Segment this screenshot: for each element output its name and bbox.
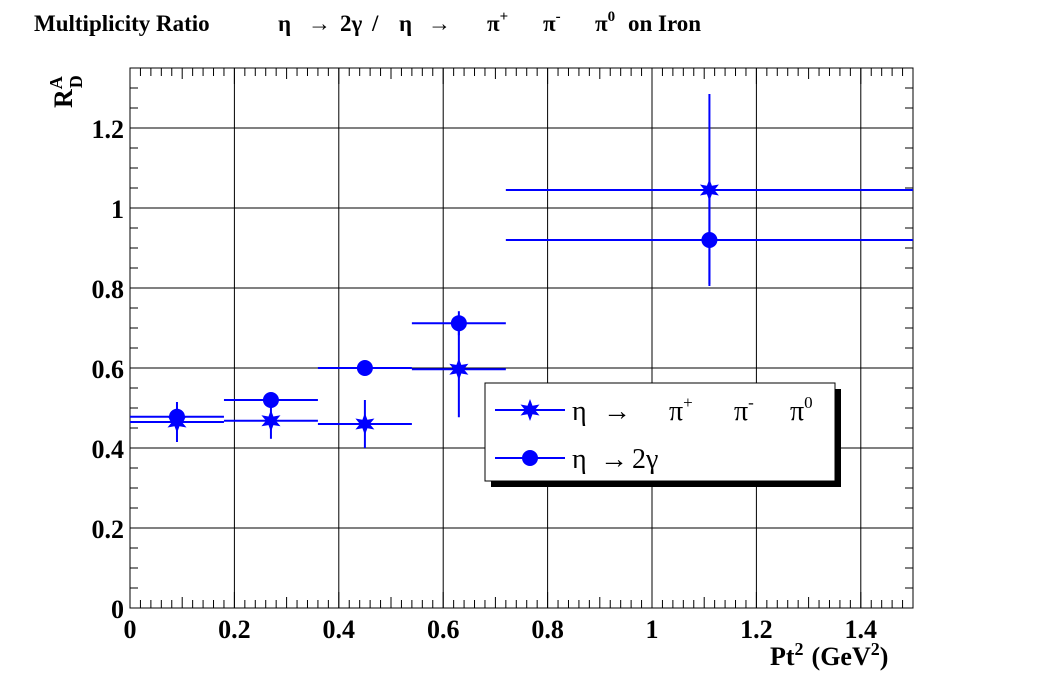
legend-star-marker <box>520 399 540 421</box>
y-tick-label: 0.4 <box>92 435 125 464</box>
data-point-star <box>261 409 281 432</box>
y-tick-label: 0.6 <box>92 355 125 384</box>
chart-title: Multiplicity Ratio η → 2γ / η → π+ π- π0… <box>34 1 701 36</box>
y-tick-label: 0.8 <box>92 275 125 304</box>
y-tick-label: 1.2 <box>92 115 125 144</box>
x-axis-label: Pt2 (GeV2) <box>770 639 888 671</box>
y-axis-label: RAD <box>46 75 86 108</box>
x-tick-label: 0.6 <box>427 615 460 644</box>
grid-lines <box>130 68 913 608</box>
legend-entry-star: η → π+ π- π0 <box>495 384 813 427</box>
data-point-circle <box>450 315 467 332</box>
legend-star-label: η → π+ π- π0 <box>572 384 813 427</box>
legend-circle-marker <box>522 450 538 466</box>
data-point-star <box>449 358 469 381</box>
x-tick-label: 1.4 <box>845 615 878 644</box>
data-point-circle <box>701 232 718 248</box>
series-circle <box>130 196 913 425</box>
y-tick-label: 0 <box>111 595 124 624</box>
x-tick-label: 0.8 <box>531 615 564 644</box>
x-tick-label: 0 <box>124 615 137 644</box>
data-point-circle <box>168 408 185 425</box>
y-tick-label: 1 <box>111 195 124 224</box>
tick-labels: 0 0.2 0.4 0.6 0.8 1 1.2 1.4 0 0.2 0.4 0.6 0.8 1 1.2 <box>92 115 878 644</box>
x-tick-label: 1 <box>646 615 659 644</box>
legend: η → π+ π- π0 η → 2γ <box>484 382 841 487</box>
data-point-star <box>699 179 719 201</box>
x-tick-label: 0.2 <box>218 615 251 644</box>
legend-box <box>484 382 836 482</box>
x-tick-label: 1.2 <box>740 615 773 644</box>
data-point-circle <box>262 392 279 408</box>
data-point-star <box>355 413 375 435</box>
y-tick-label: 0.2 <box>92 515 125 544</box>
legend-entry-circle: η → 2γ <box>495 444 658 475</box>
x-tick-label: 0.4 <box>323 615 356 644</box>
data-point-circle <box>356 360 373 376</box>
data-layer <box>130 94 913 448</box>
axis-ticks <box>129 67 914 609</box>
plot-frame <box>129 67 914 609</box>
legend-circle-label: η → 2γ <box>572 444 658 475</box>
